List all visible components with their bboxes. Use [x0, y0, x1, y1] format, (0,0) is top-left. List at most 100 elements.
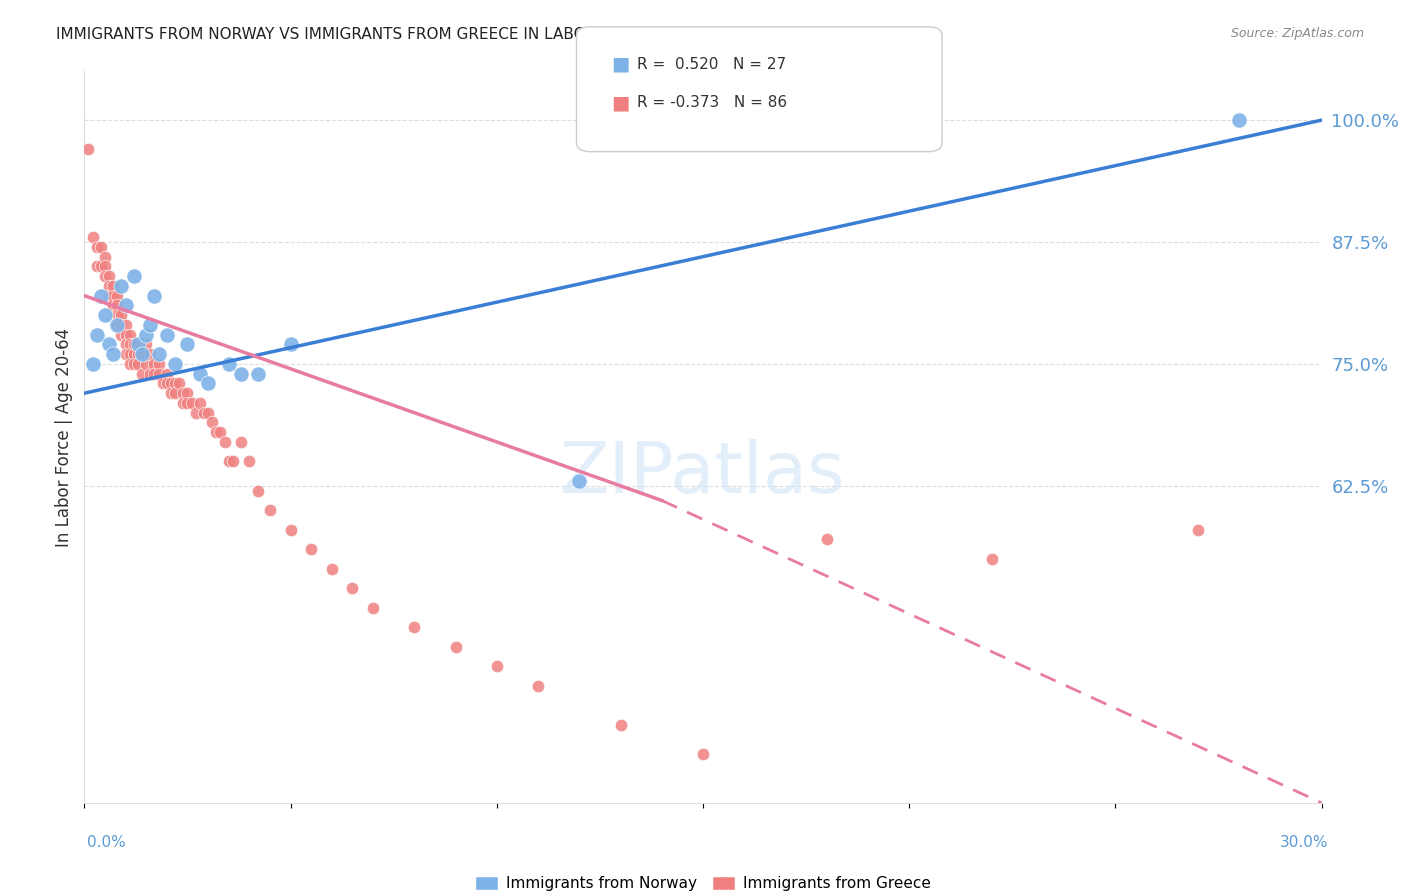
Point [404, 620, 426, 634]
Point [1227, 113, 1250, 128]
Point [114, 347, 136, 361]
Point [193, 406, 215, 420]
Text: 0.0%: 0.0% [87, 836, 127, 850]
Point [188, 367, 211, 381]
Point [82, 230, 104, 244]
Point [218, 454, 240, 468]
Point [90, 260, 112, 274]
Point [127, 347, 149, 361]
Text: R = -0.373   N = 86: R = -0.373 N = 86 [637, 95, 787, 110]
Point [218, 357, 240, 371]
Point [184, 406, 207, 420]
Point [114, 337, 136, 351]
Point [105, 318, 128, 332]
Point [609, 718, 631, 732]
Point [156, 367, 179, 381]
Point [77, 142, 100, 156]
Point [98, 279, 121, 293]
Text: ■: ■ [612, 54, 630, 74]
Point [135, 357, 157, 371]
Point [176, 396, 198, 410]
Point [222, 454, 245, 468]
Point [105, 298, 128, 312]
Point [259, 503, 281, 517]
Point [165, 357, 187, 371]
Point [139, 367, 162, 381]
Text: IMMIGRANTS FROM NORWAY VS IMMIGRANTS FROM GREECE IN LABOR FORCE | AGE 20-64 CORR: IMMIGRANTS FROM NORWAY VS IMMIGRANTS FRO… [56, 27, 918, 43]
Point [176, 337, 198, 351]
Point [176, 386, 198, 401]
Point [98, 269, 121, 284]
Point [188, 396, 211, 410]
Point [86, 240, 108, 254]
Point [114, 298, 136, 312]
Point [444, 640, 467, 654]
Point [485, 659, 508, 673]
Point [90, 240, 112, 254]
Point [238, 454, 260, 468]
Text: Source: ZipAtlas.com: Source: ZipAtlas.com [1230, 27, 1364, 40]
Point [246, 483, 269, 498]
Point [568, 474, 591, 488]
Point [110, 308, 132, 322]
Point [110, 279, 132, 293]
Point [160, 376, 183, 391]
Point [131, 347, 153, 361]
Point [148, 347, 170, 361]
Point [103, 347, 125, 361]
Point [527, 679, 550, 693]
Point [105, 318, 128, 332]
Point [122, 357, 145, 371]
Point [980, 552, 1002, 566]
Point [122, 347, 145, 361]
Text: R =  0.520   N = 27: R = 0.520 N = 27 [637, 57, 786, 71]
Point [86, 327, 108, 342]
Point [180, 396, 202, 410]
Y-axis label: In Labor Force | Age 20-64: In Labor Force | Age 20-64 [55, 327, 73, 547]
Point [105, 308, 128, 322]
Text: ZIPatlas: ZIPatlas [560, 439, 846, 508]
Point [103, 298, 125, 312]
Point [197, 406, 219, 420]
Point [86, 260, 108, 274]
Point [127, 337, 149, 351]
Point [361, 600, 384, 615]
Point [246, 367, 269, 381]
Point [118, 357, 141, 371]
Point [321, 562, 343, 576]
Point [172, 386, 194, 401]
Point [105, 288, 128, 302]
Point [201, 416, 224, 430]
Point [172, 396, 194, 410]
Point [299, 542, 322, 557]
Point [229, 434, 252, 449]
Point [98, 337, 121, 351]
Point [209, 425, 232, 440]
Point [82, 357, 104, 371]
Point [114, 327, 136, 342]
Point [122, 269, 145, 284]
Point [94, 308, 117, 322]
Point [152, 376, 174, 391]
Point [110, 318, 132, 332]
Point [165, 386, 187, 401]
Point [143, 357, 166, 371]
Legend: Immigrants from Norway, Immigrants from Greece: Immigrants from Norway, Immigrants from … [470, 871, 936, 892]
Point [148, 357, 170, 371]
Point [135, 337, 157, 351]
Point [167, 376, 190, 391]
Point [342, 581, 364, 595]
Point [214, 434, 236, 449]
Point [1187, 523, 1209, 537]
Point [692, 747, 714, 761]
Point [143, 288, 166, 302]
Point [94, 260, 117, 274]
Point [94, 250, 117, 264]
Point [229, 367, 252, 381]
Point [156, 376, 179, 391]
Point [165, 376, 187, 391]
Point [127, 357, 149, 371]
Point [103, 279, 125, 293]
Text: 30.0%: 30.0% [1281, 836, 1329, 850]
Point [90, 288, 112, 302]
